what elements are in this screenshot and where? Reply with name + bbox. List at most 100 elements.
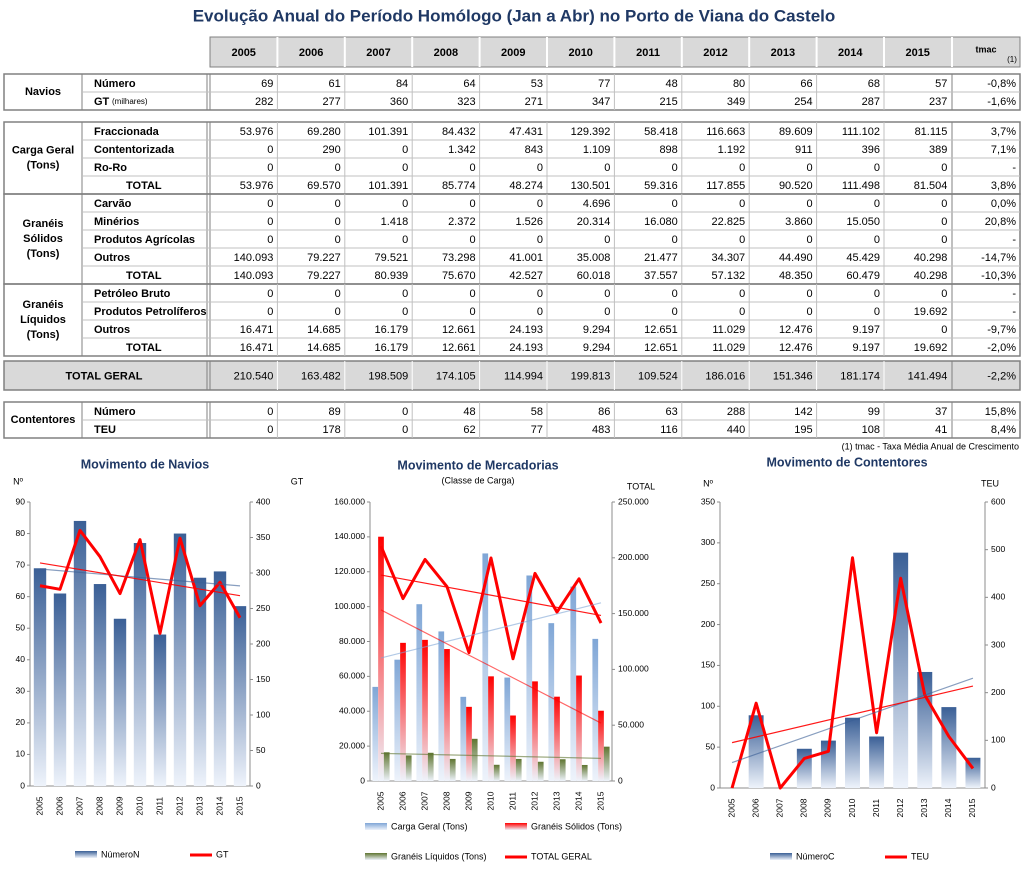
cell-value: 0: [874, 162, 880, 174]
cell-value: 0: [267, 424, 273, 436]
cell-value: 53: [531, 78, 543, 90]
row-label: Contentorizada: [94, 144, 175, 156]
cell-value: 79.227: [307, 252, 341, 264]
row-label: TOTAL: [126, 270, 162, 282]
cell-value: 898: [659, 144, 677, 156]
charts: Movimento de Navios Nº GT 0 10 20 30 40 50 60 70 80…: [13, 455, 1005, 861]
y-tick-label: 20.000: [339, 740, 365, 750]
cell-value: 2.372: [448, 216, 476, 228]
cell-tmac: -2,0%: [987, 342, 1016, 354]
y-tick-label: 120.000: [334, 566, 365, 576]
x-tick-label: 2013: [194, 796, 204, 815]
cell-value: 108: [862, 424, 880, 436]
cell-value: 60.018: [577, 270, 611, 282]
y2-axis-label: TEU: [981, 478, 999, 488]
bar: [372, 686, 379, 781]
bar: [554, 696, 560, 781]
cell-value: 73.298: [442, 252, 476, 264]
cell-value: 53.976: [240, 126, 274, 138]
x-tick-label: 2012: [895, 798, 905, 817]
chart-title: Movimento de Navios: [81, 457, 210, 471]
bar: [559, 759, 566, 781]
cell-value: 116: [660, 424, 678, 436]
x-tick-label: 2013: [919, 798, 929, 817]
row-label: Outros: [94, 252, 130, 264]
chart-subtitle: (Classe de Carga): [441, 475, 514, 485]
cell-value: 195: [794, 424, 812, 436]
y2-tick-label: 600: [991, 496, 1005, 506]
cell-value: 37: [935, 406, 947, 418]
cell-value: 0: [739, 288, 745, 300]
header-tmac: tmac: [975, 44, 996, 54]
y-tick-label: 250: [701, 578, 715, 588]
cell-value: 81.115: [915, 126, 948, 138]
section-label: Granéis: [23, 299, 64, 311]
x-tick-label: 2008: [799, 798, 809, 817]
bar: [576, 675, 582, 781]
cell-tmac: -14,7%: [981, 252, 1016, 264]
legend-label: Granéis Líquidos (Tons): [391, 851, 487, 861]
y-tick-label: 60.000: [339, 671, 365, 681]
cell-value: 237: [929, 96, 947, 108]
cell-value: 0: [469, 306, 475, 318]
cell-value: 77: [598, 78, 610, 90]
bar: [383, 752, 390, 781]
cell-value: 0: [672, 162, 678, 174]
bar: [504, 677, 511, 781]
cell-value: 199.813: [571, 370, 611, 382]
cell-value: 0: [806, 306, 812, 318]
section-label: Granéis: [23, 218, 64, 230]
bar: [427, 752, 434, 781]
cell-value: 48.274: [509, 180, 543, 192]
cell-value: 101.391: [368, 180, 408, 192]
bar: [113, 618, 127, 786]
cell-value: 0: [604, 288, 610, 300]
cell-value: 140.093: [234, 252, 274, 264]
cell-value: 0: [604, 162, 610, 174]
cell-value: 89.609: [779, 126, 813, 138]
x-tick-label: 2015: [967, 798, 977, 817]
cell-value: 0: [604, 234, 610, 246]
bar: [449, 758, 456, 781]
cell-value: 483: [592, 424, 610, 436]
cell-value: 0: [941, 216, 947, 228]
cell-value: 22.825: [712, 216, 746, 228]
cell-value: 42.527: [509, 270, 543, 282]
bar: [438, 631, 445, 781]
cell-value: 19.692: [914, 342, 948, 354]
cell-value: 34.307: [712, 252, 746, 264]
cell-value: 24.193: [509, 342, 543, 354]
y-tick-label: 10: [16, 749, 26, 759]
cell-value: 0: [806, 288, 812, 300]
cell-value: 16.080: [644, 216, 678, 228]
bar: [460, 696, 467, 781]
cell-tmac: -2,2%: [987, 370, 1016, 382]
cell-value: 9.197: [852, 342, 880, 354]
bar: [93, 584, 107, 786]
x-tick-label: 2012: [529, 791, 539, 810]
cell-value: 9.294: [583, 342, 611, 354]
cell-tmac: -9,7%: [987, 324, 1016, 336]
cell-value: 117.855: [706, 180, 745, 192]
cell-value: 0: [402, 234, 408, 246]
row-label: Produtos Petrolíferos: [94, 306, 206, 318]
cell-value: 48.350: [779, 270, 813, 282]
cell-value: 0: [537, 162, 543, 174]
cell-value: 0: [806, 162, 812, 174]
cell-value: 142: [794, 406, 812, 418]
legend-swatch: [505, 823, 527, 830]
bar: [598, 710, 604, 781]
cell-value: 41.001: [509, 252, 543, 264]
y2-tick-label: 100: [991, 735, 1005, 745]
header-year: 2011: [636, 47, 660, 59]
y-tick-label: 300: [701, 537, 715, 547]
x-tick-label: 2010: [134, 796, 144, 815]
y-tick-label: 30: [16, 686, 26, 696]
cell-value: 11.029: [712, 342, 745, 354]
cell-value: 349: [727, 96, 745, 108]
cell-value: 75.670: [442, 270, 476, 282]
cell-value: 12.661: [442, 342, 476, 354]
cell-value: 347: [592, 96, 610, 108]
bar: [400, 642, 406, 781]
